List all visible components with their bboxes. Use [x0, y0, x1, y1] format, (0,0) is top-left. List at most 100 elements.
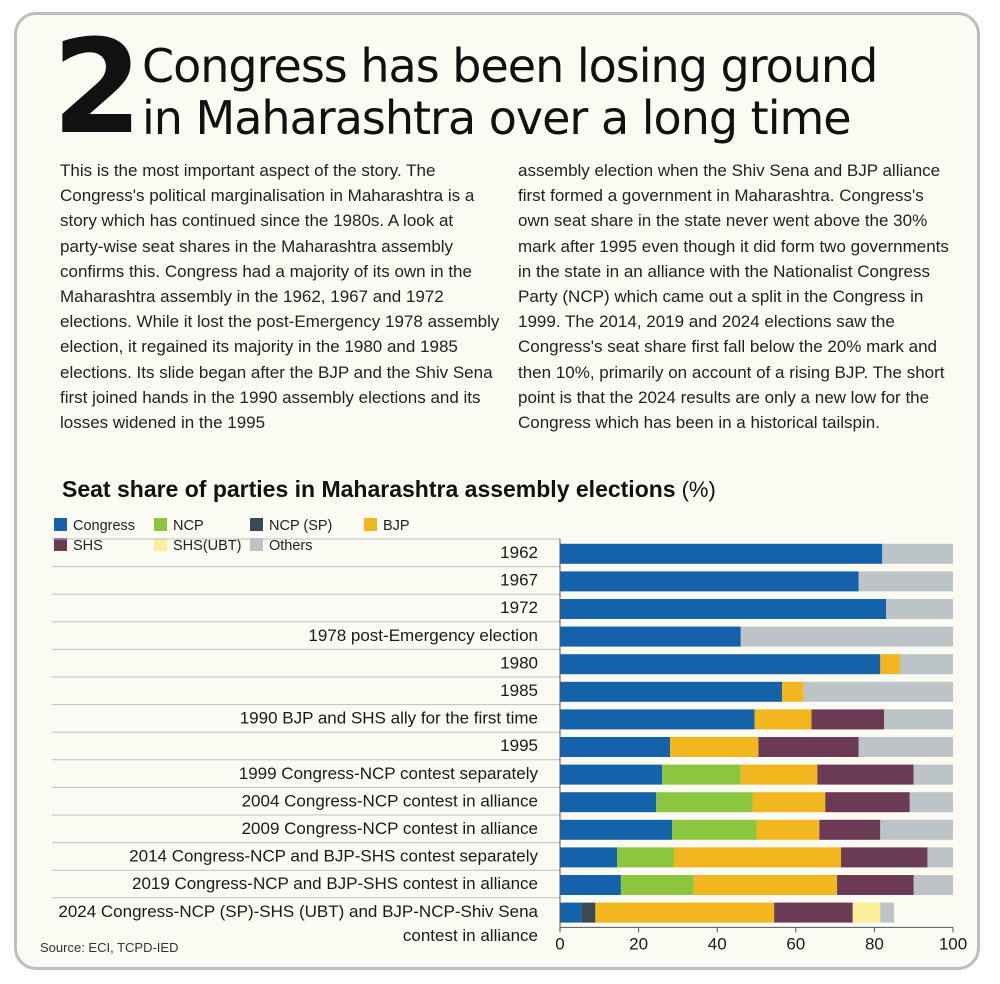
- x-tick-label: 80: [865, 934, 884, 953]
- bar-segment-ncp: [672, 819, 757, 840]
- legend-item-shs: SHS: [54, 538, 103, 556]
- legend-label-ncp-sp: NCP (SP): [269, 518, 333, 534]
- bar-segment-ncp-sp: [581, 902, 596, 923]
- story-number: 2: [52, 11, 142, 163]
- category-label: 1962: [500, 543, 538, 562]
- category-label: 1985: [500, 681, 538, 700]
- category-label: 2024 Congress-NCP (SP)-SHS (UBT) and BJP…: [58, 902, 538, 921]
- bar-segment-congress: [560, 764, 663, 785]
- legend-swatch-congress: [54, 518, 67, 531]
- bar-segment-ncp: [656, 792, 753, 813]
- category-label: 2004 Congress-NCP contest in alliance: [242, 791, 538, 810]
- bar-segment-shs: [774, 902, 853, 923]
- bar-segment-congress: [560, 737, 671, 757]
- category-label: 1978 post-Emergency election: [308, 626, 538, 645]
- bar-segment-others: [858, 571, 953, 592]
- chart-legend: Congress NCP NCP (SP) BJP SHS SHS(UBT) Others: [54, 518, 474, 562]
- bar-segment-bjp: [740, 764, 818, 785]
- category-label: 1980: [500, 653, 538, 672]
- legend-label-shs-ubt: SHS(UBT): [173, 538, 242, 554]
- bar-segment-congress: [560, 902, 582, 923]
- bar-segment-others: [740, 626, 953, 647]
- bar-segment-others: [882, 543, 953, 564]
- bar-segment-bjp: [670, 737, 759, 757]
- bar-segment-others: [884, 709, 954, 730]
- bar-segment-others: [927, 847, 954, 868]
- category-label: 2009 Congress-NCP contest in alliance: [242, 819, 538, 838]
- legend-label-ncp: NCP: [173, 518, 204, 534]
- legend-swatch-bjp: [364, 518, 377, 531]
- bar-segment-shs: [825, 792, 910, 813]
- legend-swatch-shs-ubt: [154, 538, 167, 551]
- bar-segment-ncp: [620, 875, 694, 895]
- bar-segment-others: [899, 654, 953, 675]
- x-tick-label: 0: [555, 934, 564, 953]
- category-label: 1967: [500, 571, 538, 590]
- legend-swatch-ncp: [154, 518, 167, 531]
- legend-item-others: Others: [250, 538, 313, 556]
- bar-segment-shs: [817, 764, 914, 785]
- bar-segment-ncp: [662, 764, 741, 785]
- bar-segment-congress: [560, 543, 883, 564]
- bar-segment-congress: [560, 847, 617, 868]
- legend-label-others: Others: [269, 538, 313, 554]
- source-note: Source: ECI, TCPD-IED: [40, 940, 179, 955]
- bar-segment-others: [803, 681, 953, 702]
- bar-segment-shs: [819, 819, 881, 840]
- x-tick-label: 20: [629, 934, 648, 953]
- x-tick-label: 100: [939, 934, 967, 953]
- bar-segment-shs: [758, 737, 859, 757]
- bar-segment-bjp: [693, 875, 838, 895]
- x-tick-label: 60: [786, 934, 805, 953]
- bar-segment-bjp: [754, 709, 812, 730]
- bar-segment-others: [913, 875, 953, 895]
- legend-item-ncp-sp: NCP (SP): [250, 518, 332, 536]
- category-label: contest in alliance: [403, 926, 538, 945]
- bar-segment-shs-ubt: [852, 902, 881, 923]
- bar-segment-congress: [560, 819, 673, 840]
- body-column-2: assembly election when the Shiv Sena and…: [518, 161, 949, 433]
- legend-item-ncp: NCP: [154, 518, 204, 536]
- legend-item-bjp: BJP: [364, 518, 410, 536]
- bar-segment-shs: [841, 847, 928, 868]
- legend-item-congress: Congress: [54, 518, 135, 536]
- legend-swatch-ncp-sp: [250, 518, 263, 531]
- bar-segment-bjp: [880, 654, 900, 675]
- bar-segment-congress: [560, 654, 881, 675]
- bar-segment-others: [886, 599, 953, 619]
- bar-segment-bjp: [673, 847, 841, 868]
- bar-segment-congress: [560, 681, 783, 702]
- bar-segment-congress: [560, 792, 657, 813]
- bar-segment-others: [913, 764, 953, 785]
- bar-segment-congress: [560, 626, 741, 647]
- chart-title-text: Seat share of parties in Maharashtra ass…: [62, 476, 676, 502]
- legend-label-bjp: BJP: [383, 518, 410, 534]
- legend-label-shs: SHS: [73, 538, 103, 554]
- chart-unit: (%): [681, 477, 716, 502]
- bar-segment-shs: [837, 875, 914, 895]
- bar-segment-others: [858, 737, 953, 757]
- legend-label-congress: Congress: [73, 518, 136, 534]
- category-label: 1990 BJP and SHS ally for the first time: [240, 709, 538, 728]
- bar-segment-bjp: [752, 792, 826, 813]
- category-label: 1972: [500, 598, 538, 617]
- bar-segment-congress: [560, 599, 887, 619]
- legend-swatch-shs: [54, 538, 67, 551]
- category-label: 1999 Congress-NCP contest separately: [239, 764, 539, 783]
- bar-segment-congress: [560, 709, 755, 730]
- bar-segment-congress: [560, 571, 859, 592]
- chart-title: Seat share of parties in Maharashtra ass…: [62, 476, 716, 503]
- category-label: 2014 Congress-NCP and BJP-SHS contest se…: [129, 847, 538, 866]
- bar-segment-others: [880, 819, 953, 840]
- legend-item-shs-ubt: SHS(UBT): [154, 538, 241, 556]
- bar-segment-bjp: [782, 681, 804, 702]
- legend-swatch-others: [250, 538, 263, 551]
- body-column-1: This is the most important aspect of the…: [60, 161, 500, 433]
- headline: Congress has been losing ground in Mahar…: [142, 40, 942, 144]
- headline-line-2: in Maharashtra over a long time: [142, 91, 852, 145]
- category-label: 1995: [500, 736, 538, 755]
- category-label: 2019 Congress-NCP and BJP-SHS contest in…: [132, 874, 538, 893]
- bar-segment-ncp: [616, 847, 674, 868]
- bar-segment-bjp: [595, 902, 775, 923]
